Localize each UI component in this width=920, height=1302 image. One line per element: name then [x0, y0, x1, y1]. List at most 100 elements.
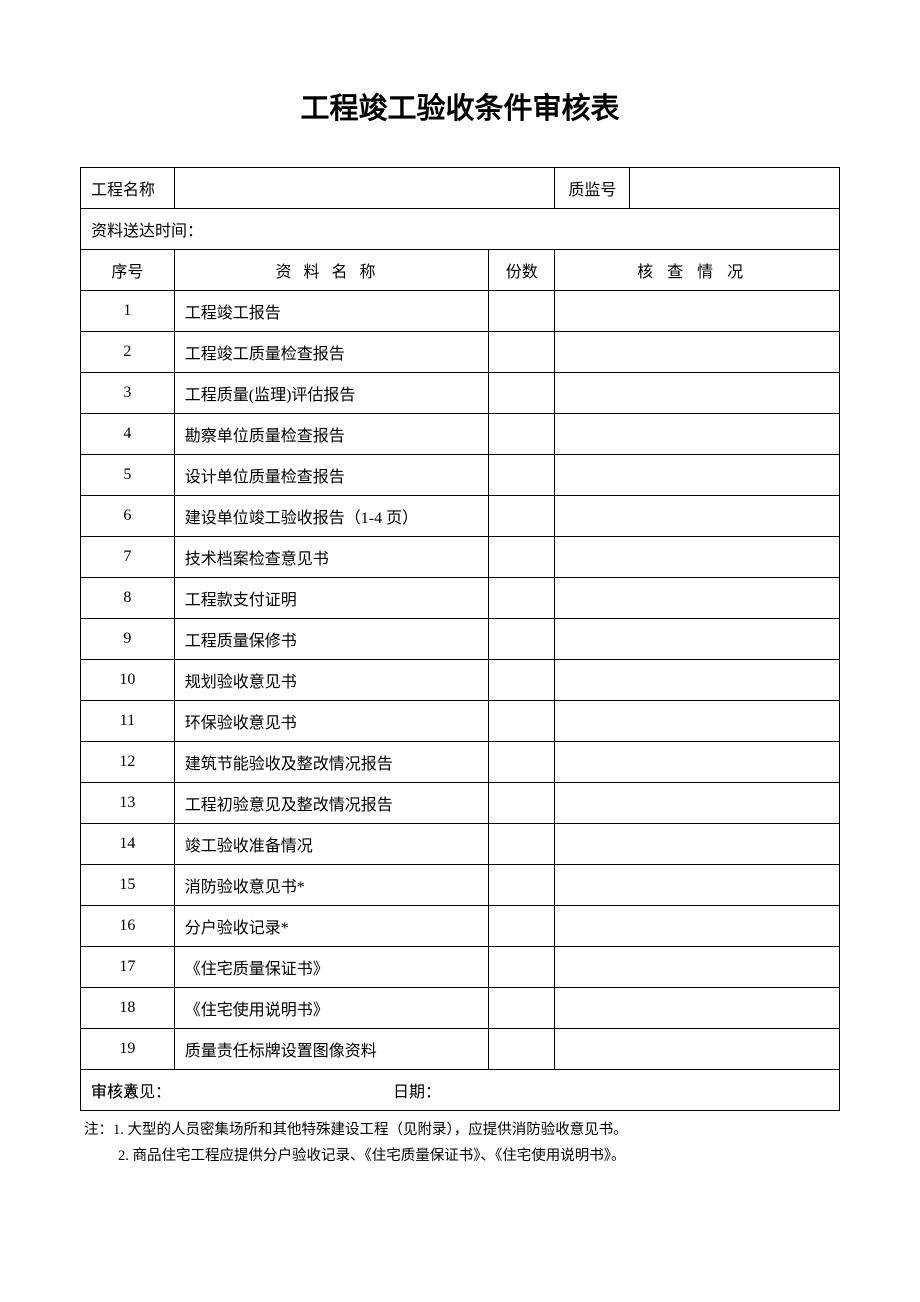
- material-name-cell: 工程初验意见及整改情况报告: [174, 783, 488, 824]
- review-cell[interactable]: [555, 619, 840, 660]
- copies-cell[interactable]: [489, 1029, 555, 1070]
- table-row: 1工程竣工报告: [81, 291, 840, 332]
- copies-cell[interactable]: [489, 332, 555, 373]
- table-row: 12建筑节能验收及整改情况报告: [81, 742, 840, 783]
- seq-cell: 16: [81, 906, 175, 947]
- material-name-cell: 工程质量(监理)评估报告: [174, 373, 488, 414]
- review-cell[interactable]: [555, 578, 840, 619]
- project-name-value[interactable]: [174, 168, 555, 209]
- table-row: 6建设单位竣工验收报告（1-4 页）: [81, 496, 840, 537]
- seq-header: 序号: [81, 250, 175, 291]
- review-cell[interactable]: [555, 783, 840, 824]
- table-row: 10规划验收意见书: [81, 660, 840, 701]
- material-name-cell: 建设单位竣工验收报告（1-4 页）: [174, 496, 488, 537]
- table-row: 16分户验收记录*: [81, 906, 840, 947]
- copies-cell[interactable]: [489, 537, 555, 578]
- seq-cell: 13: [81, 783, 175, 824]
- material-name-cell: 《住宅质量保证书》: [174, 947, 488, 988]
- column-header-row: 序号 资料名称 份数 核查情况: [81, 250, 840, 291]
- material-name-cell: 设计单位质量检查报告: [174, 455, 488, 496]
- review-cell[interactable]: [555, 1029, 840, 1070]
- copies-cell[interactable]: [489, 947, 555, 988]
- copies-cell[interactable]: [489, 496, 555, 537]
- review-cell[interactable]: [555, 291, 840, 332]
- material-name-cell: 《住宅使用说明书》: [174, 988, 488, 1029]
- copies-cell[interactable]: [489, 783, 555, 824]
- review-cell[interactable]: [555, 701, 840, 742]
- material-name-cell: 工程质量保修书: [174, 619, 488, 660]
- copies-cell[interactable]: [489, 578, 555, 619]
- review-cell[interactable]: [555, 742, 840, 783]
- note-line-2: 2. 商品住宅工程应提供分户验收记录、《住宅质量保证书》、《住宅使用说明书》。: [84, 1143, 840, 1169]
- table-row: 2工程竣工质量检查报告: [81, 332, 840, 373]
- seq-cell: 10: [81, 660, 175, 701]
- table-row: 3工程质量(监理)评估报告: [81, 373, 840, 414]
- review-cell[interactable]: [555, 496, 840, 537]
- material-name-cell: 技术档案检查意见书: [174, 537, 488, 578]
- copies-cell[interactable]: [489, 414, 555, 455]
- material-name-cell: 工程竣工质量检查报告: [174, 332, 488, 373]
- copies-cell[interactable]: [489, 619, 555, 660]
- seq-cell: 15: [81, 865, 175, 906]
- review-cell[interactable]: [555, 455, 840, 496]
- notes-section: 注：1. 大型的人员密集场所和其他特殊建设工程（见附录），应提供消防验收意见书。…: [80, 1117, 840, 1169]
- table-row: 9工程质量保修书: [81, 619, 840, 660]
- material-name-cell: 工程款支付证明: [174, 578, 488, 619]
- review-cell[interactable]: [555, 660, 840, 701]
- copies-cell[interactable]: [489, 824, 555, 865]
- review-cell[interactable]: [555, 414, 840, 455]
- table-row: 19质量责任标牌设置图像资料: [81, 1029, 840, 1070]
- table-row: 4勘察单位质量检查报告: [81, 414, 840, 455]
- material-name-cell: 建筑节能验收及整改情况报告: [174, 742, 488, 783]
- table-row: 17《住宅质量保证书》: [81, 947, 840, 988]
- seq-cell: 6: [81, 496, 175, 537]
- seq-cell: 18: [81, 988, 175, 1029]
- review-cell[interactable]: [555, 824, 840, 865]
- copies-cell[interactable]: [489, 988, 555, 1029]
- material-name-cell: 竣工验收准备情况: [174, 824, 488, 865]
- seq-cell: 12: [81, 742, 175, 783]
- qc-number-value[interactable]: [630, 168, 840, 209]
- copies-cell[interactable]: [489, 373, 555, 414]
- seq-cell: 19: [81, 1029, 175, 1070]
- copies-cell[interactable]: [489, 865, 555, 906]
- table-row: 11环保验收意见书: [81, 701, 840, 742]
- seq-cell: 2: [81, 332, 175, 373]
- seq-cell: 17: [81, 947, 175, 988]
- review-cell[interactable]: [555, 537, 840, 578]
- review-cell[interactable]: [555, 332, 840, 373]
- table-row: 15消防验收意见书*: [81, 865, 840, 906]
- seq-cell: 11: [81, 701, 175, 742]
- table-row: 18《住宅使用说明书》: [81, 988, 840, 1029]
- review-cell[interactable]: [555, 988, 840, 1029]
- review-cell[interactable]: [555, 947, 840, 988]
- review-cell[interactable]: [555, 906, 840, 947]
- copies-cell[interactable]: [489, 660, 555, 701]
- review-cell[interactable]: [555, 865, 840, 906]
- seq-cell: 8: [81, 578, 175, 619]
- material-name-header: 资料名称: [174, 250, 488, 291]
- project-name-label: 工程名称: [81, 168, 175, 209]
- material-name-cell: 规划验收意见书: [174, 660, 488, 701]
- review-cell[interactable]: [555, 373, 840, 414]
- material-name-cell: 消防验收意见书*: [174, 865, 488, 906]
- seq-cell: 4: [81, 414, 175, 455]
- copies-cell[interactable]: [489, 701, 555, 742]
- review-opinion-row: 审核意见： 审核人 日期：: [81, 1070, 840, 1111]
- review-opinion-cell[interactable]: 审核意见： 审核人 日期：: [81, 1070, 840, 1111]
- review-date-label: 日期：: [393, 1078, 441, 1102]
- copies-cell[interactable]: [489, 291, 555, 332]
- material-name-cell: 分户验收记录*: [174, 906, 488, 947]
- review-header: 核查情况: [555, 250, 840, 291]
- material-name-cell: 质量责任标牌设置图像资料: [174, 1029, 488, 1070]
- table-row: 8工程款支付证明: [81, 578, 840, 619]
- copies-cell[interactable]: [489, 906, 555, 947]
- delivery-time-cell[interactable]: 资料送达时间：: [81, 209, 840, 250]
- seq-cell: 14: [81, 824, 175, 865]
- copies-cell[interactable]: [489, 742, 555, 783]
- copies-cell[interactable]: [489, 455, 555, 496]
- qc-number-label: 质监号: [555, 168, 630, 209]
- page-title: 工程竣工验收条件审核表: [80, 85, 840, 127]
- delivery-time-row: 资料送达时间：: [81, 209, 840, 250]
- material-name-cell: 勘察单位质量检查报告: [174, 414, 488, 455]
